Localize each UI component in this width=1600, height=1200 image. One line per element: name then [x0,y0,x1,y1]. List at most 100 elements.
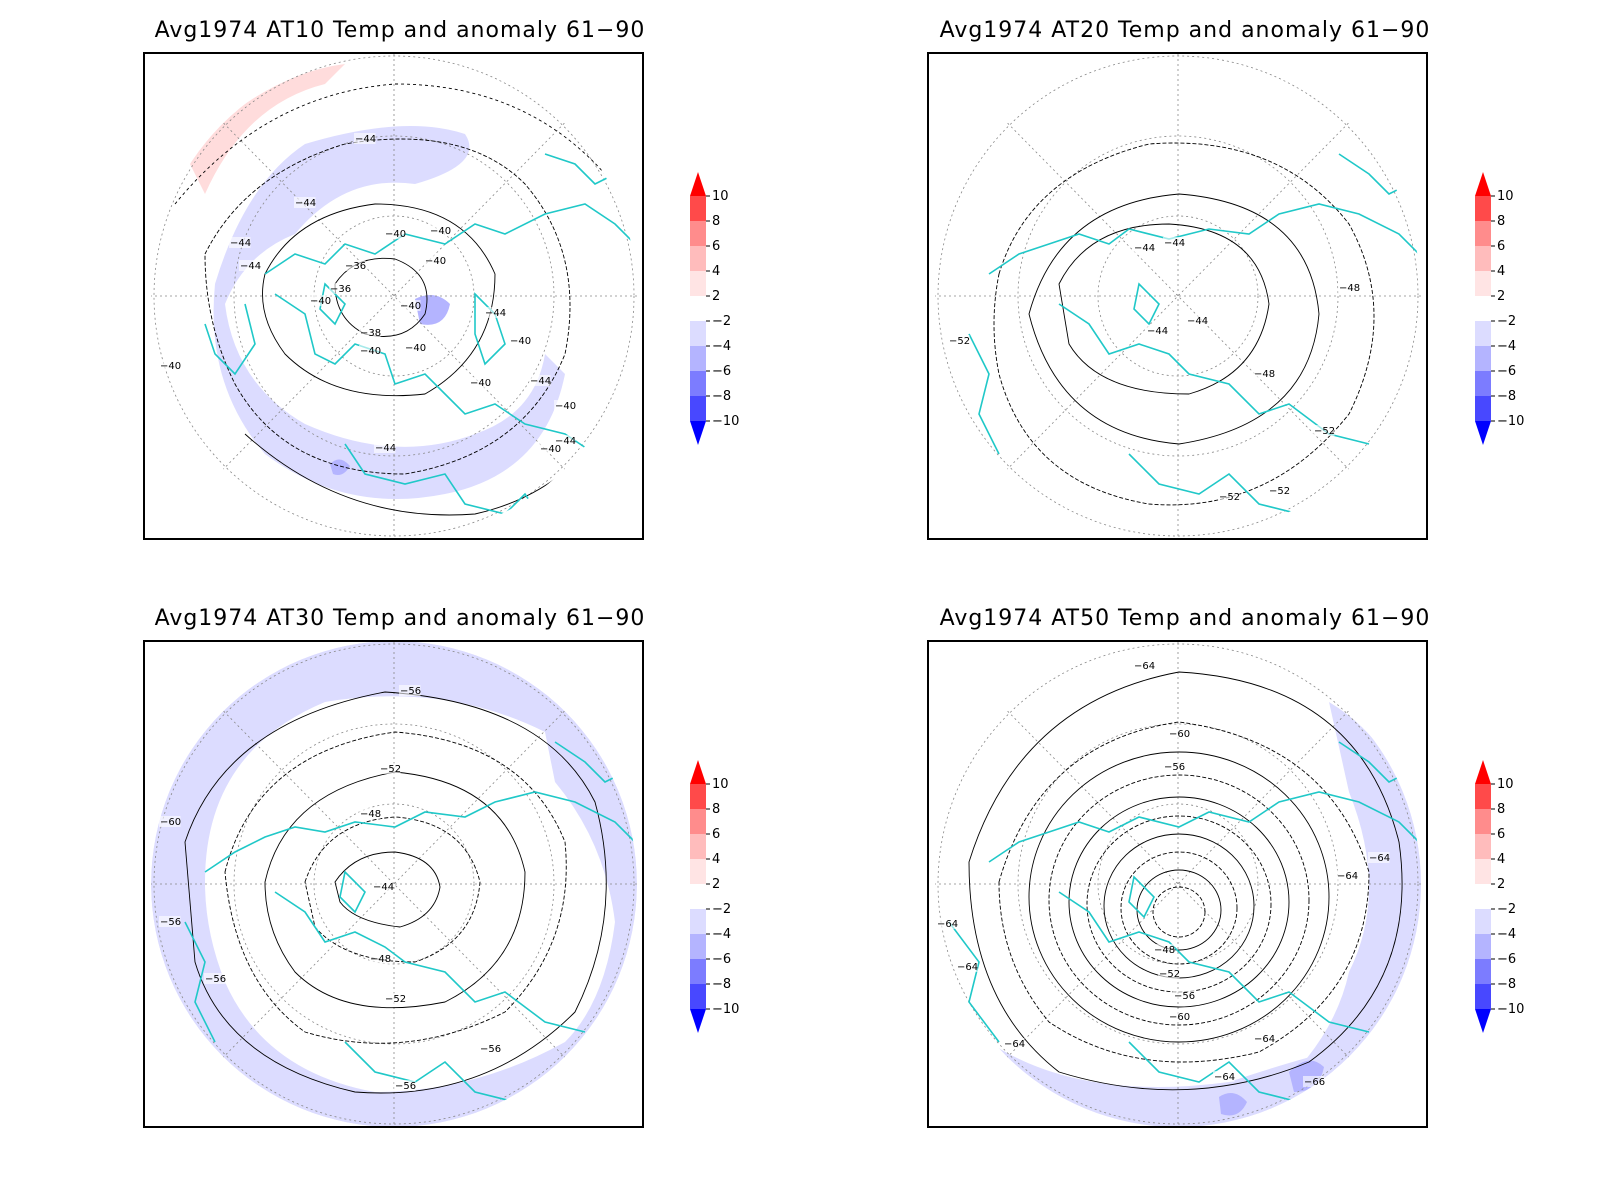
contour-label-bg [309,295,331,306]
contour-label-bg [1163,761,1185,772]
contour-label-bg [424,255,446,266]
contour-label: −52 [385,994,406,1005]
colorbar-segment [690,321,706,346]
colorbar-label: 6 [1497,827,1505,842]
contour-label-bg [1146,325,1168,336]
colorbar-segment [690,396,706,421]
contour-label-bg [159,816,181,827]
panel-title: Avg1974 AT30 Temp and anomaly 61−90 [154,606,646,631]
colorbar-label: 10 [1497,777,1514,792]
contour-label: −38 [360,328,381,339]
colorbar-top-arrow [690,172,706,196]
contour-label-bg [359,345,381,356]
contour-label-bg [1133,660,1155,671]
contour-label: −36 [345,261,366,272]
contour-label: −40 [310,296,331,307]
colorbar-label: −10 [1497,414,1524,429]
colorbar-segment [690,221,706,246]
polar-map-at20: −44 −44 −44 −44 −48 −52 −48 −52 −52 −52 [935,54,1421,538]
contour-label: −40 [400,301,421,312]
contour-label-bg [1253,1033,1275,1044]
colorbar-segment [1475,784,1491,809]
colorbar-label: −8 [712,389,731,404]
colorbar-segment [1475,196,1491,221]
colorbar-segment [690,371,706,396]
contour-label: −48 [360,809,381,820]
colorbar-segment [690,346,706,371]
colorbar-segment [1475,221,1491,246]
contour-label: −40 [540,444,561,455]
contour-label: −44 [485,308,506,319]
polar-map-at10: −44−44−44−40 −40−36−36−40 −40−40−38−40 −40−… [151,54,637,538]
colorbar-label: −4 [1497,927,1516,942]
contour-label: −44 [355,134,376,145]
contour-label-bg [384,993,406,1004]
colorbar-segment [690,834,706,859]
contour-label-bg [956,961,978,972]
contour-label: −52 [1314,426,1335,437]
colorbar-label: −6 [712,364,731,379]
contour-label-bg [1368,852,1390,863]
neg-anomaly-region [1219,1093,1247,1116]
anomaly-near-zero-region [205,696,615,1092]
colorbar-segment [690,859,706,884]
contour-labels: −56 −52 −48 −44 −60 −56 −56 −48 −52 −56 −56 [159,685,501,1092]
colorbar-bottom-arrow [690,1009,706,1033]
contour-label: −40 [470,378,491,389]
colorbar-label: 8 [712,214,720,229]
contour-label: −64 [937,919,958,930]
colorbar-label: 2 [712,877,720,892]
contour-label: −60 [160,817,181,828]
colorbar-segment [1475,396,1491,421]
contour-label-bg [359,327,381,338]
contour-label: −44 [555,436,576,447]
colorbar-segment [1475,984,1491,1009]
contour-label: −44 [230,238,251,249]
graticule [151,642,637,1126]
colorbar-segment [1475,884,1491,909]
colorbar-label: −2 [1497,902,1516,917]
colorbar-segment [1475,321,1491,346]
colorbar-segment [1475,934,1491,959]
contour-label-bg [1163,237,1185,248]
panel-title: Avg1974 AT20 Temp and anomaly 61−90 [939,18,1431,43]
colorbar-segment [1475,371,1491,396]
contour-label: −60 [1169,1012,1190,1023]
colorbar-label: 8 [712,802,720,817]
colorbar-label: 6 [712,239,720,254]
contour-label-bg [1336,870,1358,881]
contour-label-bg [372,881,394,892]
colorbar-label: −2 [712,902,731,917]
colorbar-label: 4 [712,264,720,279]
contour-label: −36 [330,284,351,295]
contour-label: −64 [1254,1034,1275,1045]
colorbar-label: 4 [1497,264,1505,279]
colorbar-segment [690,959,706,984]
polar-map-at50: −64−60−56−48−52−56−60−64−64−64−64−64 −64−… [935,642,1421,1126]
contour-label-bg [1313,425,1335,436]
contour-label: −48 [1254,369,1275,380]
contour-label-bg [239,260,261,271]
contour-label: −48 [1339,283,1360,294]
colorbar-segment [1475,959,1491,984]
coastlines [184,741,636,1113]
contour-label-bg [399,300,421,311]
contour-label: −44 [373,882,394,893]
colorbar-label: −2 [1497,314,1516,329]
colorbar: 10 8 6 4 2 −2 −4 −6 −8 −10 [690,172,739,445]
contour-label-bg [399,685,421,696]
contour-label-bg [1158,968,1180,979]
contour-label-bg [1253,368,1275,379]
neg-anomaly-region [415,295,450,325]
colorbar-segment [690,984,706,1009]
contour-label-bg [359,808,381,819]
contour-label: −44 [1187,316,1208,327]
contour-label: −64 [1369,853,1390,864]
colorbar-label: −4 [712,927,731,942]
colorbar: 10 8 6 4 2 −2 −4 −6 −8 −10 [1475,760,1524,1033]
contour-label: −52 [1269,486,1290,497]
neg-anomaly-region [330,459,350,475]
contour-label: −44 [1134,243,1155,254]
colorbar-label: −6 [1497,364,1516,379]
contour-label: −56 [395,1081,416,1092]
